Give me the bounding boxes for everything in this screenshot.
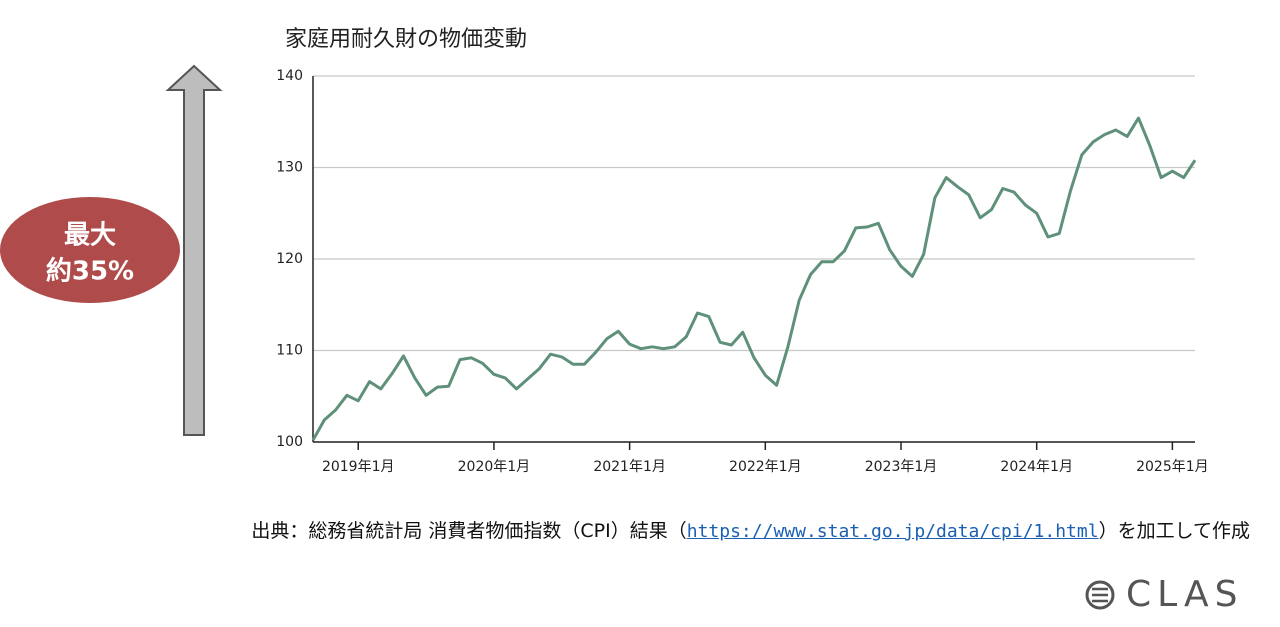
y-tick-label: 110 [276,343,303,359]
data-line [311,116,1197,441]
y-tick-label: 130 [276,160,303,176]
source-text: 出典：総務省統計局 消費者物価指数（CPI）結果（ [251,520,687,542]
x-tick-label: 2025年1月 [1136,459,1209,475]
annotation: 約35% [46,256,134,287]
chart-title: 家庭用耐久財の物価変動 [285,27,527,52]
y-tick-label: 100 [276,434,303,450]
logo-icon [1085,580,1115,610]
y-tick-label: 140 [276,68,303,84]
annotation: 最大 [64,221,116,251]
logo: CLAS [1085,574,1244,615]
y-tick-label: 120 [276,251,303,267]
x-tick-label: 2019年1月 [322,459,395,475]
x-tick-label: 2024年1月 [1000,459,1073,475]
arrow [165,64,223,436]
source-link[interactable]: https://www.stat.go.jp/data/cpi/1.html [686,521,1099,542]
x-tick-label: 2020年1月 [458,459,531,475]
source-note: 出典：総務省統計局 消費者物価指数（CPI）結果（https://www.sta… [0,516,1250,543]
x-tick-label: 2021年1月 [593,459,666,475]
annotation-badge [0,197,180,303]
source-text: ）を加工して作成 [1098,520,1250,542]
x-tick-label: 2023年1月 [865,459,938,475]
logo-icon [1092,587,1108,603]
x-tick-label: 2022年1月 [729,459,802,475]
logo-text: CLAS [1126,574,1244,615]
